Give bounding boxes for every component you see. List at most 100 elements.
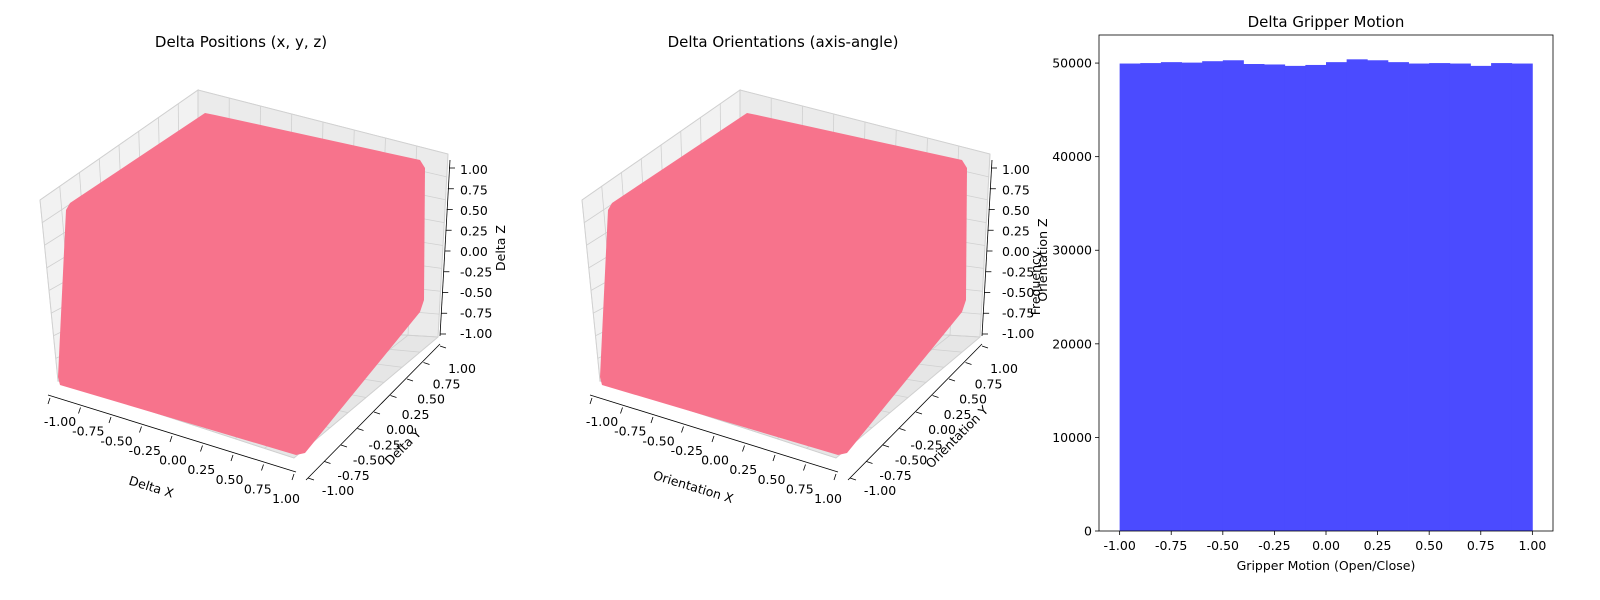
histogram-bar [1367,60,1389,532]
y-tick-label: 0.50 [959,392,987,407]
y-tick-mark [948,378,956,382]
x-tick-label: -0.50 [1207,538,1239,553]
z-tick-label: -0.25 [1002,265,1034,280]
x-tick-label: 0.75 [1467,538,1495,553]
y-tick-label: 1.00 [448,361,476,376]
histogram-bar [1408,63,1430,531]
z-axis-line [439,159,451,337]
y-tick-label: 10000 [1052,430,1092,445]
x-tick-label: 0.25 [729,462,757,477]
x-tick-label: -0.50 [100,433,132,448]
y-tick-mark [932,395,939,398]
y-tick-label: 20000 [1052,336,1092,351]
x-ticks: -1.00-0.75-0.50-0.250.000.250.500.751.00 [44,397,300,506]
histogram-bar [1202,61,1224,532]
y-tick-mark [899,428,906,431]
chart-title: Delta Gripper Motion [1248,13,1405,31]
y-tick-mark [340,444,348,448]
y-tick-mark [307,477,315,481]
z-tick-label: -1.00 [1002,326,1034,341]
y-tick-mark [406,378,414,382]
point-cloud [600,113,967,455]
y-tick-mark [439,345,447,349]
x-tick-mark [200,445,203,452]
z-tick-label: 0.00 [460,244,488,259]
y-axis-line [305,343,441,481]
y-tick-label: 0.00 [928,422,956,437]
y-tick-label: -0.50 [353,453,385,468]
x-tick-mark [47,397,51,405]
histogram-bar [1243,64,1265,531]
x-tick-label: -0.25 [1258,538,1290,553]
x-tick-mark [742,445,745,452]
plot-gripper-histogram: Delta Gripper Motion -1.00 -0.75 -0.50 -0.2… [1028,13,1554,573]
x-tick-mark [291,473,295,481]
x-tick-label: 1.00 [272,491,300,506]
y-ticks: 0 10000 20000 30000 40000 50000 [1052,56,1099,539]
x-axis-label: Gripper Motion (Open/Close) [1237,558,1416,573]
plot-delta-positions: Delta Positions (x, y, z) -1.00-0.75-0.5… [39,33,508,506]
z-tick-label: 0.00 [1002,244,1030,259]
z-tick-label: -0.50 [1002,285,1034,300]
grid-line [581,89,991,201]
histogram-bar [1511,63,1533,531]
x-tick-label: 0.25 [1364,538,1392,553]
grid-line [437,153,449,338]
x-tick-label: 0.75 [244,481,272,496]
histogram-bar [1264,64,1286,531]
y-tick-mark [849,477,857,481]
y-tick-label: -0.25 [368,437,400,452]
z-tick-label: 0.25 [460,224,488,239]
y-tick-mark [882,444,890,448]
z-tick-label: -0.75 [460,306,492,321]
histogram-bar [1346,59,1368,531]
x-tick-label: 0.50 [758,472,786,487]
z-tick-label: -1.00 [460,326,492,341]
y-tick-label: 0.00 [386,422,414,437]
histogram-bar [1326,62,1348,532]
y-tick-label: 40000 [1052,149,1092,164]
z-axis-label: Delta Z [493,225,508,271]
x-tick-label: -1.00 [1103,538,1135,553]
y-tick-label: -1.00 [322,483,354,498]
y-axis-line [847,343,983,481]
x-tick-label: -0.50 [642,433,674,448]
x-tick-label: -1.00 [586,414,618,429]
histogram-bar [1429,63,1451,531]
z-tick-label: 0.50 [1002,203,1030,218]
y-tick-mark [866,461,873,464]
histogram-bar [1449,63,1471,531]
y-tick-label: -0.50 [895,453,927,468]
z-tick-label: 1.00 [1002,162,1030,177]
y-tick-mark [324,461,331,464]
histogram-bar [1284,65,1306,531]
plot-delta-orientations: Delta Orientations (axis-angle) -1.00-0.… [581,33,1050,506]
x-tick-label: 0.00 [159,453,187,468]
point-cloud [58,113,425,455]
x-tick-label: -0.75 [1155,538,1187,553]
y-tick-mark [373,411,381,415]
y-tick-mark [965,362,972,365]
x-tick-mark [139,426,142,433]
x-ticks: -1.00-0.75-0.50-0.250.000.250.500.751.00 [586,397,842,506]
grid-line [979,153,991,338]
z-tick-label: 1.00 [460,162,488,177]
x-axis-line [47,394,297,473]
z-tick-label: -0.50 [460,285,492,300]
z-axis-line [981,159,993,337]
z-ticks: -1.00 -0.75 -0.50 -0.25 0.00 0.25 0.50 0.75 1.00 [440,162,492,341]
chart-title: Delta Positions (x, y, z) [155,33,327,51]
grid-line [835,336,981,459]
x-tick-mark [711,435,715,443]
x-axis-label: Delta X [127,473,176,501]
x-tick-mark [261,464,264,471]
histogram-bar [1305,64,1327,531]
z-tick-label: -0.25 [460,265,492,280]
x-tick-label: -0.75 [614,424,646,439]
y-tick-label: -0.75 [337,468,369,483]
x-tick-label: 1.00 [814,491,842,506]
x-tick-mark [169,435,173,443]
y-tick-label: 0.75 [975,376,1003,391]
y-tick-label: 50000 [1052,56,1092,71]
y-tick-label: -0.25 [910,437,942,452]
